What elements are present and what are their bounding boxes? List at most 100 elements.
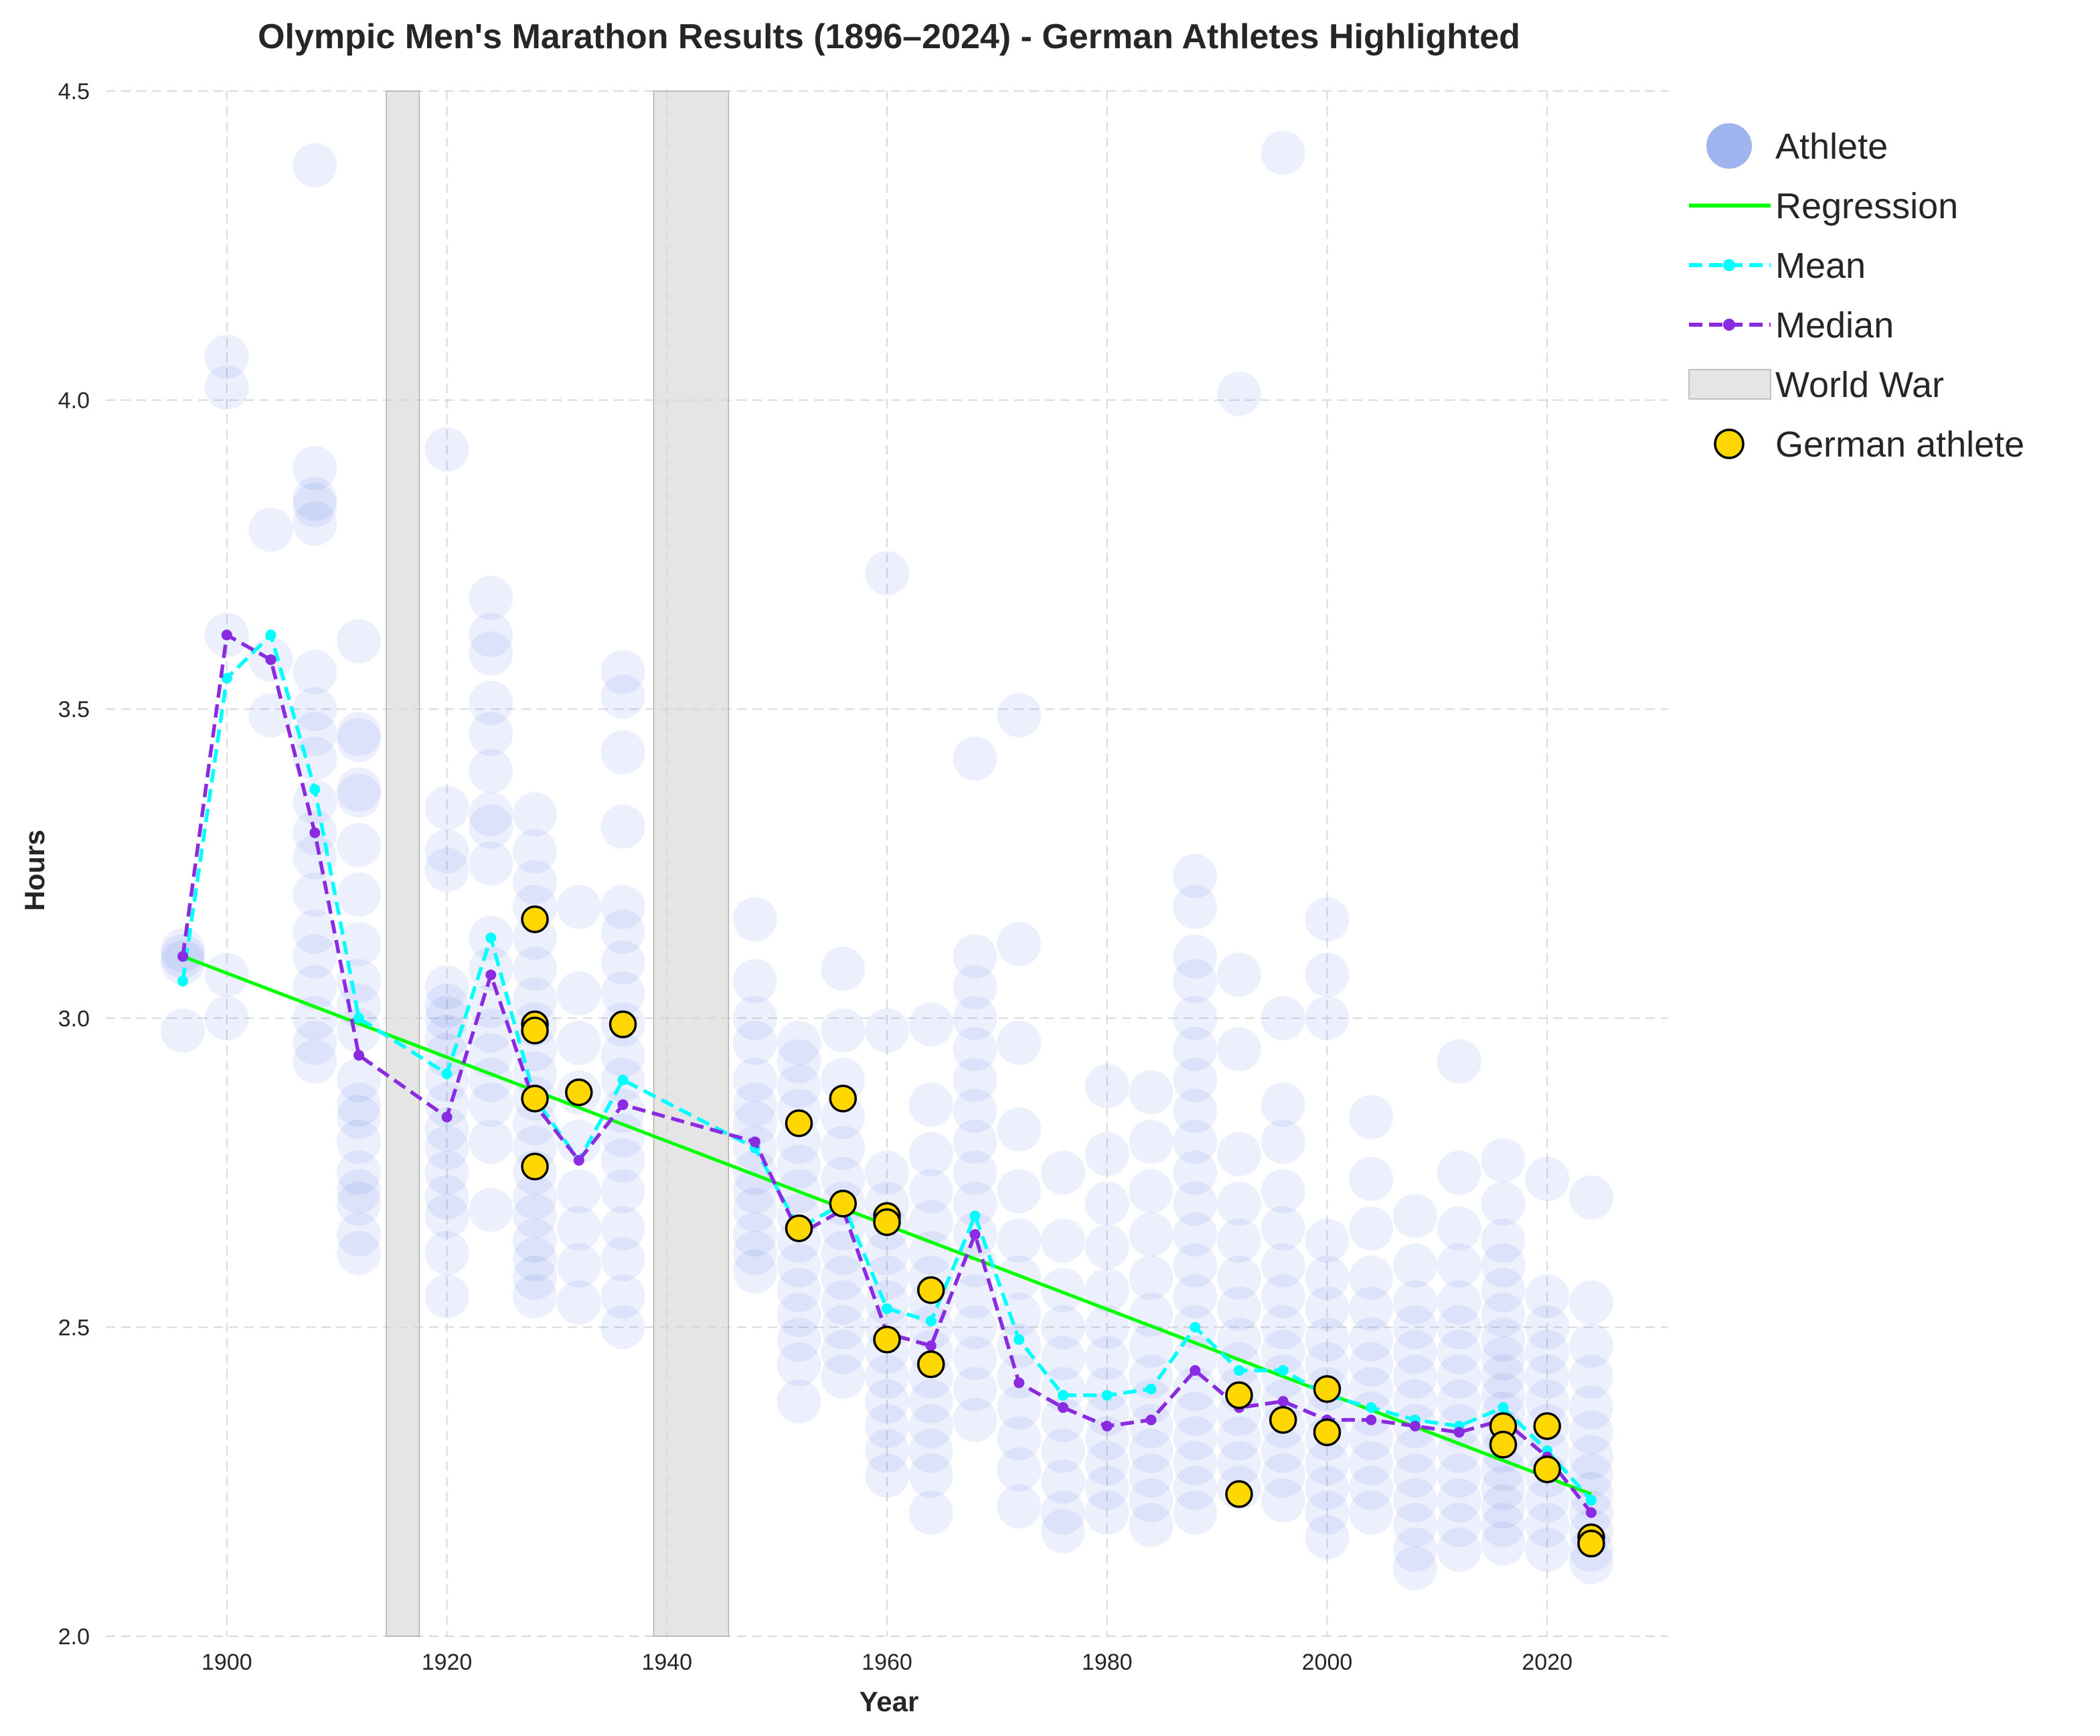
- athlete-point: [293, 909, 337, 954]
- world-war-band: [653, 90, 730, 1637]
- athlete-point: [997, 1255, 1042, 1300]
- athlete-point: [293, 934, 337, 979]
- athlete-point: [997, 922, 1042, 967]
- athlete-point: [777, 1268, 821, 1313]
- german-athlete-point: [565, 1078, 593, 1107]
- athlete-point: [1305, 1490, 1350, 1535]
- athlete-point: [1173, 1391, 1218, 1436]
- athlete-point: [1216, 1218, 1261, 1263]
- athlete-point: [821, 1280, 866, 1325]
- mean-point: [617, 1075, 629, 1086]
- athlete-point: [1437, 1453, 1481, 1498]
- mean-point: [1190, 1322, 1201, 1333]
- athlete-point: [1040, 1305, 1085, 1350]
- athlete-point: [1173, 1150, 1218, 1195]
- athlete-point: [1084, 1131, 1129, 1176]
- athlete-point: [1481, 1354, 1526, 1399]
- athlete-point: [1216, 1181, 1261, 1226]
- athlete-point: [600, 940, 645, 985]
- athlete-point: [513, 1218, 558, 1263]
- athlete-point: [293, 501, 337, 546]
- athlete-point: [293, 477, 337, 522]
- german-athlete-point: [1225, 1480, 1253, 1508]
- athlete-point: [1392, 1379, 1437, 1424]
- athlete-point: [997, 1324, 1042, 1368]
- athlete-point: [1568, 1354, 1613, 1399]
- athlete-point: [556, 1169, 601, 1214]
- german-athlete-point: [1313, 1374, 1342, 1403]
- y-tick-label: 2.0: [58, 1624, 90, 1650]
- athlete-point: [337, 872, 382, 917]
- athlete-point: [1305, 1441, 1350, 1486]
- mean-point: [1585, 1494, 1597, 1506]
- mean-point: [265, 629, 276, 641]
- athlete-point: [1040, 1429, 1085, 1474]
- athlete-point: [513, 1194, 558, 1239]
- athlete-point: [1040, 1459, 1085, 1504]
- athlete-point: [1525, 1379, 1570, 1424]
- athlete-point: [424, 1107, 469, 1152]
- median-point: [969, 1229, 981, 1240]
- mean-point: [969, 1210, 981, 1222]
- athlete-point: [424, 1125, 469, 1170]
- athlete-point: [1261, 1453, 1305, 1498]
- athlete-point: [469, 1033, 513, 1078]
- athlete-point: [513, 1274, 558, 1319]
- athlete-point: [1173, 1243, 1218, 1288]
- athlete-point: [908, 1404, 953, 1449]
- german-athlete-point: [916, 1276, 945, 1304]
- athlete-point: [1349, 1206, 1394, 1251]
- athlete-point: [997, 693, 1042, 738]
- athlete-point: [1173, 1026, 1218, 1071]
- mean-point: [1145, 1383, 1157, 1395]
- athlete-point: [953, 1181, 997, 1226]
- athlete-point: [424, 829, 469, 874]
- athlete-point: [1040, 1336, 1085, 1380]
- athlete-point: [1173, 1089, 1218, 1133]
- athlete-point: [1084, 1225, 1129, 1269]
- athlete-point: [424, 1194, 469, 1239]
- athlete-point: [424, 1231, 469, 1275]
- median-point: [925, 1340, 937, 1352]
- athlete-point: [424, 785, 469, 830]
- athlete-point: [908, 1083, 953, 1127]
- legend-label: Athlete: [1775, 127, 1888, 167]
- athlete-point: [1084, 1466, 1129, 1510]
- athlete-point: [908, 1429, 953, 1474]
- athlete-point: [997, 1020, 1042, 1065]
- athlete-point: [1525, 1478, 1570, 1522]
- median-point: [617, 1099, 629, 1111]
- athlete-point: [777, 1317, 821, 1362]
- athlete-point: [1040, 1490, 1085, 1535]
- athlete-point: [908, 1169, 953, 1214]
- athlete-point: [1216, 1317, 1261, 1362]
- athlete-point: [1084, 1181, 1129, 1226]
- athlete-point: [293, 996, 337, 1040]
- athlete-point: [1349, 1286, 1394, 1331]
- y-tick-label: 3.0: [58, 1006, 90, 1032]
- athlete-point: [600, 884, 645, 929]
- athlete-point: [424, 1014, 469, 1059]
- athlete-point: [556, 1280, 601, 1325]
- athlete-point: [953, 1119, 997, 1164]
- athlete-point: [997, 1218, 1042, 1263]
- athlete-point: [953, 736, 997, 781]
- athlete-point: [1392, 1330, 1437, 1374]
- mean-point: [177, 975, 189, 987]
- mean-point: [309, 784, 321, 795]
- athlete-point: [1216, 953, 1261, 998]
- german-athlete-point: [1489, 1431, 1518, 1459]
- german-athlete-point: [1577, 1529, 1605, 1558]
- athlete-point: [1481, 1138, 1526, 1183]
- athlete-point: [469, 1187, 513, 1232]
- athlete-point: [1084, 1416, 1129, 1461]
- athlete-point: [1437, 1305, 1481, 1350]
- athlete-point: [1216, 1026, 1261, 1071]
- german-athlete-point: [521, 1085, 549, 1113]
- x-tick-label: 1980: [1082, 1650, 1133, 1675]
- athlete-point: [513, 1255, 558, 1300]
- athlete-point: [1305, 1342, 1350, 1387]
- athlete-point: [1481, 1218, 1526, 1263]
- athlete-point: [469, 842, 513, 886]
- athlete-point: [204, 366, 249, 410]
